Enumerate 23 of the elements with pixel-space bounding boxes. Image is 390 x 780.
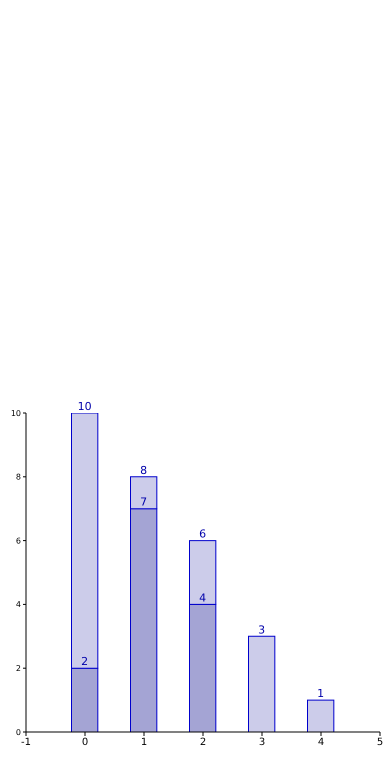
- y-tick-label: 0: [16, 728, 21, 737]
- total-label: 1: [317, 687, 324, 700]
- bar: [307, 700, 334, 732]
- x-tick-label: -1: [21, 737, 31, 748]
- x-tick-label: 3: [258, 737, 266, 748]
- y-tick-label: 4: [16, 600, 21, 610]
- bar: [248, 636, 276, 732]
- y-tick-label: 6: [16, 536, 21, 546]
- x-tick-label: 2: [200, 737, 206, 748]
- total-label: 3: [258, 623, 266, 636]
- x-tick-label: 0: [82, 737, 88, 748]
- x-tick-label: 4: [318, 737, 324, 748]
- data-label: 4: [199, 591, 206, 604]
- total-label: 10: [78, 400, 92, 413]
- x-tick-label: 1: [140, 737, 148, 748]
- y-tick-label: 8: [16, 472, 21, 482]
- data-label: 7: [140, 496, 148, 509]
- y-tick-label: 2: [16, 664, 21, 674]
- data-label: 2: [81, 655, 88, 668]
- y-tick-label: 10: [10, 408, 21, 418]
- x-tick-label: 5: [376, 737, 384, 748]
- total-label: 8: [140, 464, 148, 477]
- total-label: 6: [199, 528, 206, 541]
